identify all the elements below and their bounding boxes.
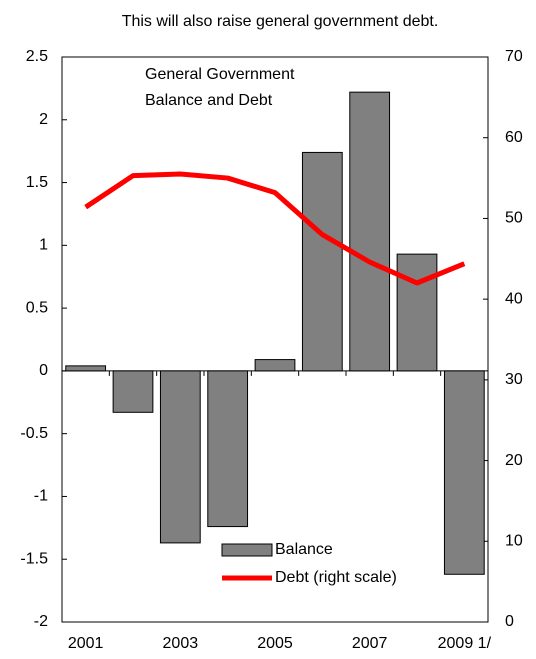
y2-tick-label: 0 — [505, 613, 514, 630]
bar — [349, 91, 391, 372]
bar — [207, 370, 249, 528]
y-tick-label: 1.5 — [26, 174, 48, 191]
y-tick-label: 0.5 — [26, 299, 48, 316]
bar — [159, 370, 201, 544]
x-tick-label: 2005 — [257, 635, 293, 652]
x-tick-label: 2007 — [352, 635, 388, 652]
legend-label: Debt (right scale) — [275, 569, 397, 586]
annotation: General Government — [145, 66, 295, 83]
y2-tick-label: 10 — [505, 533, 523, 550]
bar — [301, 151, 343, 372]
x-tick-label: 2003 — [163, 635, 199, 652]
bar — [443, 370, 485, 575]
y-tick-label: 2.5 — [26, 48, 48, 65]
y2-tick-label: 60 — [505, 129, 523, 146]
bar — [112, 370, 154, 413]
legend-swatch — [221, 543, 273, 557]
y-tick-label: 0 — [39, 362, 48, 379]
chart-title: This will also raise general government … — [122, 13, 439, 30]
line — [84, 171, 466, 286]
bar — [65, 365, 107, 372]
y2-tick-label: 30 — [505, 371, 523, 388]
y-tick-label: -0.5 — [20, 425, 48, 442]
y-tick-label: -2 — [34, 613, 48, 630]
plot-frame — [61, 56, 489, 623]
y-tick-label: 2 — [39, 111, 48, 128]
annotation: Balance and Debt — [145, 92, 273, 109]
x-tick-label: 2001 — [68, 635, 104, 652]
x-tick-label: 2009 1/ — [438, 635, 492, 652]
y-tick-label: 1 — [39, 237, 48, 254]
y2-tick-label: 20 — [505, 452, 523, 469]
y2-tick-label: 40 — [505, 290, 523, 307]
legend-label: Balance — [275, 541, 333, 558]
bar — [396, 253, 438, 372]
bar — [254, 359, 296, 372]
y2-tick-label: 70 — [505, 48, 523, 65]
y-tick-label: -1 — [34, 488, 48, 505]
y-tick-label: -1.5 — [20, 550, 48, 567]
y2-tick-label: 50 — [505, 210, 523, 227]
